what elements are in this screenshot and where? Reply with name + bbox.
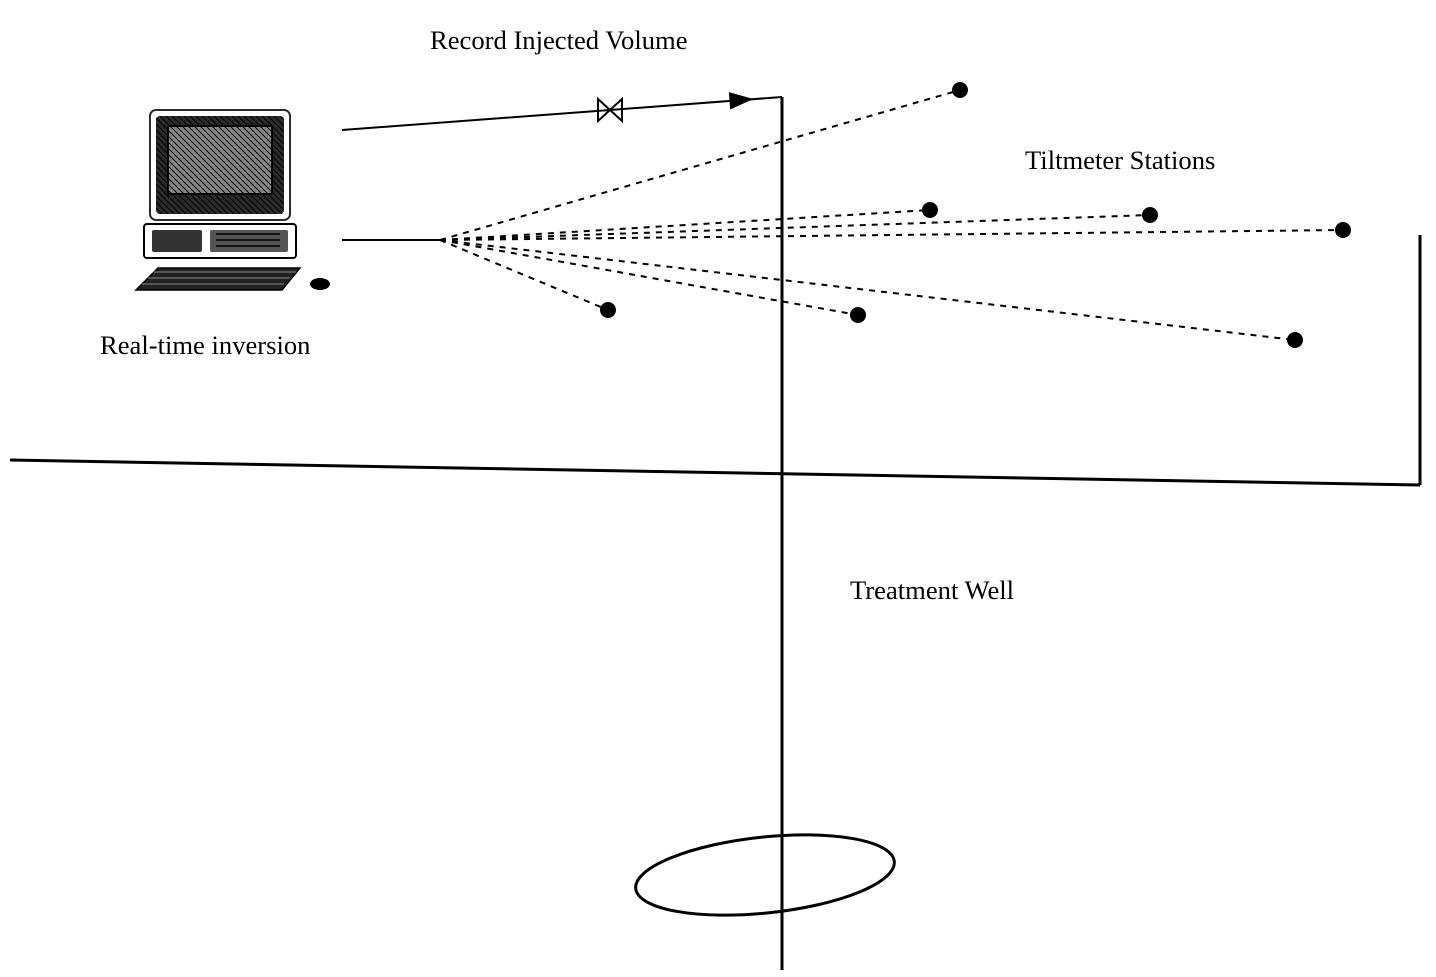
- label-record-injected-volume: Record Injected Volume: [430, 25, 688, 56]
- computer-icon: [58, 110, 378, 290]
- tiltmeter-dot: [1287, 332, 1303, 348]
- tiltmeter-dot: [952, 82, 968, 98]
- pipe-segment-1: [342, 110, 610, 130]
- arrow-head-icon: [729, 93, 752, 109]
- pipe-segment-2: [610, 97, 782, 110]
- tiltmeter-line: [440, 210, 930, 240]
- label-real-time-inversion: Real-time inversion: [100, 330, 310, 361]
- tiltmeter-dot: [850, 307, 866, 323]
- tiltmeter-lines: [440, 90, 1343, 340]
- tiltmeter-dot: [922, 202, 938, 218]
- tiltmeter-line: [440, 215, 1150, 240]
- tiltmeter-dots: [600, 82, 1351, 348]
- tiltmeter-line: [440, 240, 858, 315]
- tiltmeter-line: [440, 90, 960, 240]
- tiltmeter-line: [440, 240, 1295, 340]
- label-treatment-well: Treatment Well: [850, 575, 1014, 606]
- diagram-svg: [0, 0, 1436, 977]
- tiltmeter-dot: [1335, 222, 1351, 238]
- tiltmeter-dot: [1142, 207, 1158, 223]
- injection-pipe: [342, 93, 782, 130]
- label-tiltmeter-stations: Tiltmeter Stations: [1025, 145, 1215, 176]
- ground-line-front: [10, 460, 1420, 485]
- fracture-ellipse: [632, 824, 899, 927]
- diagram-stage: Record Injected Volume Tiltmeter Station…: [0, 0, 1436, 977]
- tiltmeter-dot: [600, 302, 616, 318]
